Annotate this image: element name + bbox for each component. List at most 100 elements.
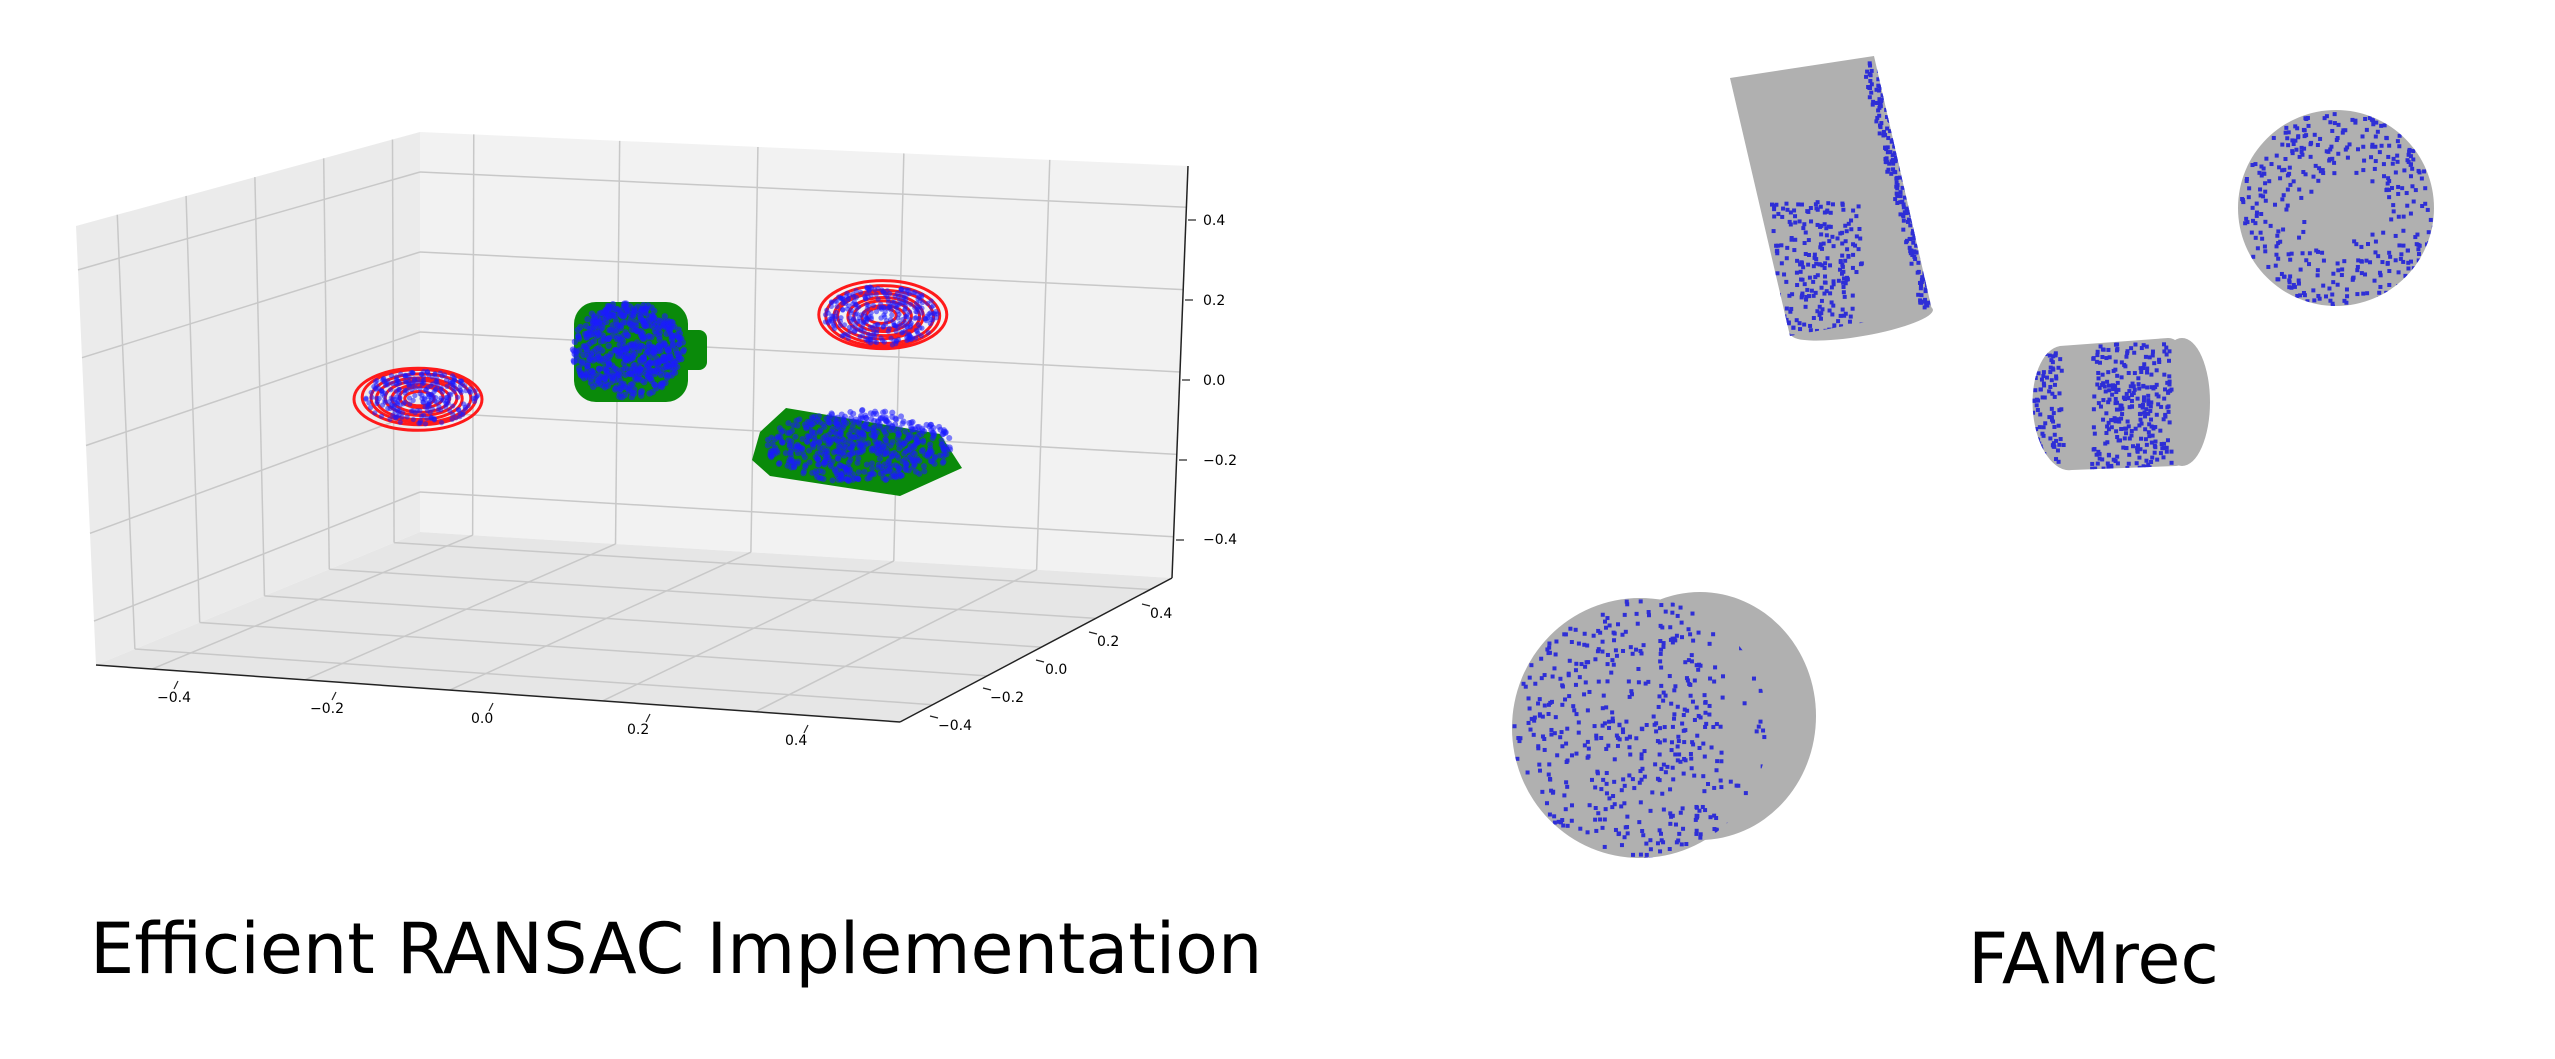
point-sample bbox=[2371, 118, 2376, 123]
point-sample bbox=[1771, 329, 1776, 334]
point-sample bbox=[876, 455, 883, 462]
point-sample bbox=[2147, 434, 2152, 439]
point-sample bbox=[837, 322, 843, 328]
point-sample bbox=[1901, 177, 1906, 182]
gridline bbox=[85, 331, 421, 447]
point-sample bbox=[2119, 360, 2124, 365]
point-sample bbox=[1930, 295, 1932, 300]
point-sample bbox=[1941, 309, 1945, 313]
point-sample bbox=[1900, 199, 1905, 204]
point-sample bbox=[2033, 350, 2038, 355]
point-sample bbox=[1600, 639, 1605, 644]
point-sample bbox=[587, 331, 595, 338]
point-sample bbox=[856, 315, 863, 321]
point-sample bbox=[2139, 436, 2144, 441]
point-sample bbox=[889, 312, 895, 318]
point-sample bbox=[829, 313, 835, 319]
point-sample bbox=[1523, 684, 1528, 689]
point-sample bbox=[2416, 251, 2421, 256]
z-tick-label: −0.2 bbox=[1203, 453, 1237, 469]
point-sample bbox=[2023, 353, 2027, 357]
point-sample bbox=[2146, 393, 2151, 398]
point-sample bbox=[1843, 281, 1848, 286]
point-sample bbox=[2297, 187, 2302, 192]
point-sample bbox=[919, 310, 925, 316]
point-sample bbox=[2024, 359, 2028, 363]
point-sample bbox=[1789, 237, 1794, 242]
point-sample bbox=[1802, 322, 1807, 327]
point-sample bbox=[2274, 153, 2279, 158]
point-sample bbox=[828, 410, 835, 417]
point-sample bbox=[2411, 157, 2416, 162]
point-sample bbox=[838, 471, 845, 478]
point-sample bbox=[1911, 205, 1916, 210]
point-sample bbox=[2385, 260, 2390, 265]
point-sample bbox=[2381, 162, 2386, 167]
point-sample bbox=[2411, 199, 2416, 204]
point-sample bbox=[1657, 828, 1662, 833]
point-sample bbox=[2035, 437, 2040, 442]
point-sample bbox=[2141, 398, 2146, 403]
point-sample bbox=[2155, 457, 2160, 462]
point-sample bbox=[1655, 776, 1660, 781]
point-sample bbox=[2014, 389, 2018, 393]
point-sample bbox=[1817, 304, 1822, 309]
point-sample bbox=[1905, 219, 1910, 224]
point-sample bbox=[1702, 754, 1707, 759]
point-sample bbox=[1714, 722, 1719, 727]
point-sample bbox=[1693, 817, 1698, 822]
point-sample bbox=[1606, 743, 1611, 748]
point-sample bbox=[2048, 436, 2053, 441]
point-sample bbox=[1933, 296, 1937, 300]
point-sample bbox=[1820, 307, 1825, 312]
point-sample bbox=[398, 371, 404, 377]
point-sample bbox=[416, 420, 422, 426]
point-sample bbox=[402, 390, 408, 396]
y-tick bbox=[1141, 603, 1151, 607]
point-sample bbox=[2133, 342, 2138, 347]
point-sample bbox=[1854, 214, 1859, 219]
point-sample bbox=[2015, 352, 2019, 356]
point-sample bbox=[2401, 243, 2406, 248]
point-sample bbox=[1828, 210, 1833, 215]
point-sample bbox=[1777, 327, 1782, 332]
point-sample bbox=[1876, 83, 1881, 88]
point-sample bbox=[1659, 683, 1664, 688]
point-sample bbox=[1669, 701, 1674, 706]
point-sample bbox=[1784, 317, 1789, 322]
point-sample bbox=[1670, 602, 1675, 607]
point-sample bbox=[2119, 426, 2124, 431]
point-sample bbox=[1815, 200, 1820, 205]
point-sample bbox=[642, 306, 650, 313]
point-sample bbox=[2276, 277, 2281, 282]
point-sample bbox=[1919, 277, 1924, 282]
point-sample bbox=[2371, 122, 2376, 127]
point-sample bbox=[846, 436, 853, 443]
point-sample bbox=[1876, 108, 1881, 113]
point-sample bbox=[1586, 746, 1591, 751]
point-sample bbox=[2344, 300, 2349, 305]
point-sample bbox=[2109, 465, 2114, 470]
point-sample bbox=[1903, 157, 1908, 162]
point-sample bbox=[1896, 146, 1901, 151]
point-sample bbox=[1525, 770, 1530, 775]
point-sample bbox=[2019, 419, 2023, 423]
point-sample bbox=[2113, 367, 2118, 372]
point-sample bbox=[2397, 133, 2402, 138]
gridline bbox=[322, 158, 331, 570]
point-sample bbox=[1640, 727, 1645, 732]
point-sample bbox=[2094, 359, 2099, 364]
point-sample bbox=[774, 433, 781, 440]
point-sample bbox=[2364, 258, 2369, 263]
point-sample bbox=[1560, 702, 1565, 707]
point-sample bbox=[1875, 115, 1880, 120]
point-sample bbox=[1803, 304, 1808, 309]
point-sample bbox=[2052, 394, 2057, 399]
point-sample bbox=[1721, 674, 1726, 679]
point-sample bbox=[2167, 379, 2172, 384]
point-sample bbox=[652, 367, 659, 375]
point-sample bbox=[595, 372, 602, 379]
point-sample bbox=[1893, 197, 1898, 202]
point-sample bbox=[2311, 174, 2316, 179]
point-sample bbox=[2114, 400, 2119, 405]
